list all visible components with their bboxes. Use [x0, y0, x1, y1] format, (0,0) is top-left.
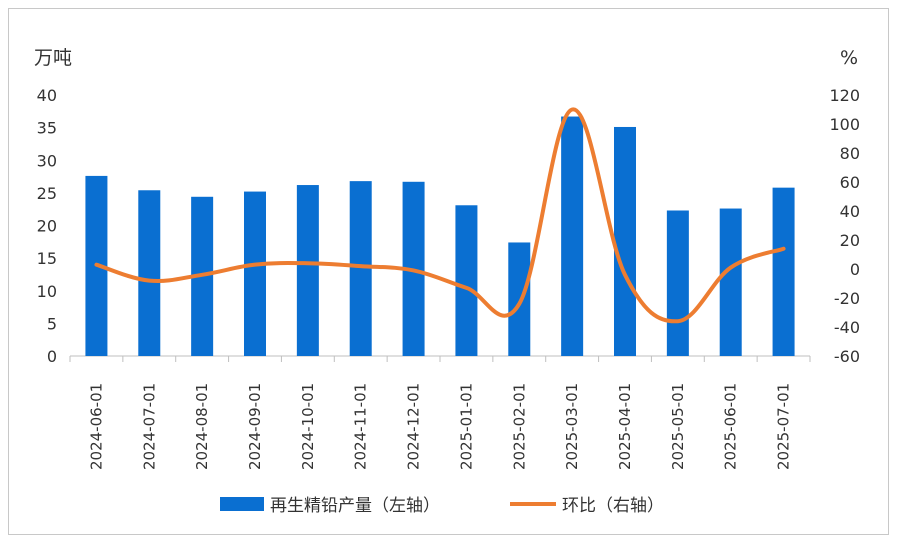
x-tick-label: 2024-07-01: [140, 383, 158, 470]
x-tick-label: 2025-03-01: [563, 383, 581, 470]
legend: 再生精铅产量（左轴） 环比（右轴）: [220, 496, 664, 516]
series-line: [94, 107, 786, 324]
bar: [772, 187, 795, 356]
right-tick-label: 120: [829, 86, 860, 105]
legend-bar-swatch: [220, 497, 264, 511]
bar: [349, 181, 372, 356]
x-tick-label: 2024-10-01: [299, 383, 317, 470]
left-tick-label: 30: [37, 151, 57, 170]
right-tick-label: 60: [840, 173, 860, 192]
right-tick-label: -20: [834, 289, 860, 308]
left-tick-label: 15: [37, 249, 57, 268]
legend-line-label: 环比（右轴）: [562, 496, 664, 516]
right-tick-label: 20: [840, 231, 860, 250]
x-tick-label: 2025-02-01: [510, 383, 528, 470]
left-tick-label: 35: [37, 119, 57, 138]
x-axis-labels: 2024-06-01 2024-07-01 2024-08-01 2024-09-01…: [87, 383, 792, 470]
line-series: [94, 107, 786, 324]
x-tick-label: 2024-08-01: [193, 383, 211, 470]
x-tick-label: 2025-05-01: [669, 383, 687, 470]
right-tick-label: 0: [850, 260, 860, 279]
right-tick-label: 40: [840, 202, 860, 221]
x-tick-label: 2024-09-01: [246, 383, 264, 470]
x-axis-tick-marks: [69, 356, 811, 362]
bar: [561, 116, 584, 356]
bar: [666, 210, 689, 356]
bar: [719, 208, 742, 356]
bar: [244, 191, 266, 356]
bar: [614, 126, 636, 356]
right-axis-unit: %: [840, 47, 858, 69]
left-tick-label: 40: [37, 86, 57, 105]
legend-bar-label: 再生精铅产量（左轴）: [270, 496, 440, 516]
left-tick-label: 25: [37, 184, 57, 203]
right-tick-label: -60: [834, 347, 860, 366]
x-tick-label: 2025-07-01: [775, 383, 793, 470]
left-tick-label: 5: [47, 314, 57, 333]
right-tick-label: 100: [829, 115, 860, 134]
bar: [508, 242, 531, 356]
x-tick-label: 2025-06-01: [722, 383, 740, 470]
left-tick-label: 20: [37, 217, 57, 236]
left-axis-ticks: 0 5 10 15 20 25 30 35 40: [37, 86, 57, 366]
x-tick-label: 2024-11-01: [352, 383, 370, 470]
bar-series: [85, 116, 795, 356]
bar: [138, 190, 161, 356]
right-tick-label: 80: [840, 144, 860, 163]
bar: [296, 185, 319, 356]
x-tick-label: 2024-06-01: [87, 383, 105, 470]
right-tick-label: -40: [834, 318, 860, 337]
left-tick-label: 10: [37, 282, 57, 301]
left-tick-label: 0: [47, 347, 57, 366]
left-axis-unit: 万吨: [34, 47, 72, 69]
right-axis-ticks: -60 -40 -20 0 20 40 60 80 100 120: [829, 86, 860, 366]
bar: [455, 205, 478, 356]
x-tick-label: 2024-12-01: [405, 383, 423, 470]
x-tick-label: 2025-04-01: [616, 383, 634, 470]
x-tick-label: 2025-01-01: [457, 383, 475, 470]
